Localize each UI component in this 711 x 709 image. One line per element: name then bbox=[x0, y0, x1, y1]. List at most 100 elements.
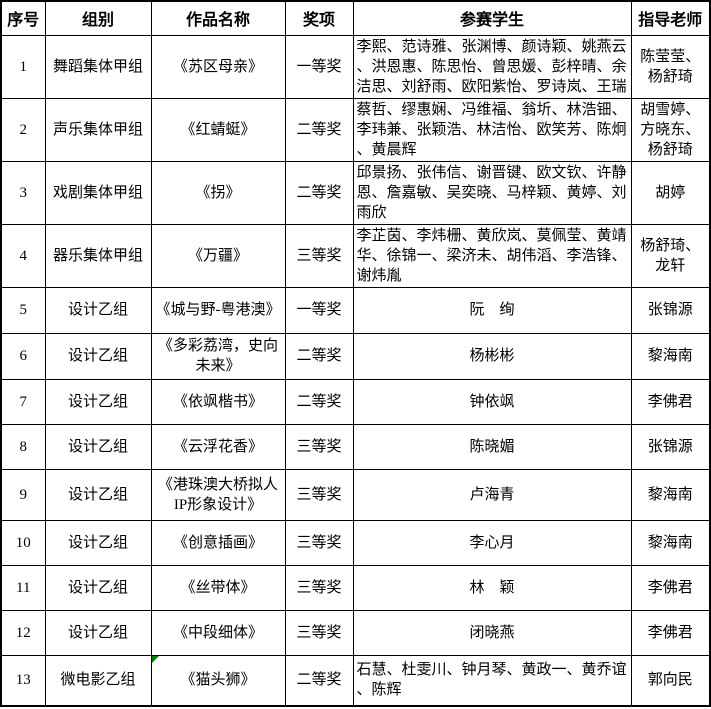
col-header-no: 序号 bbox=[0, 0, 46, 36]
cell-group: 设计乙组 bbox=[44, 286, 152, 334]
cell-index: 2 bbox=[0, 97, 46, 162]
cell-award: 一等奖 bbox=[284, 34, 354, 99]
cell-students: 石慧、杜雯川、钟月琴、黄政一、黄乔谊、陈辉 bbox=[352, 654, 632, 707]
cell-students: 钟依飒 bbox=[352, 378, 632, 425]
work-title-text: 《城与野-粤港澳》 bbox=[155, 302, 281, 318]
table-row: 1 舞蹈集体甲组 《苏区母亲》 一等奖 李熙、范诗雅、张渊博、颜诗颖、姚燕云、洪… bbox=[0, 34, 711, 99]
table-row: 5 设计乙组 《城与野-粤港澳》 一等奖 阮 绚 张锦源 bbox=[0, 286, 711, 334]
cell-index: 11 bbox=[0, 564, 46, 611]
cell-award: 一等奖 bbox=[284, 286, 354, 334]
cell-index: 9 bbox=[0, 468, 46, 521]
cell-award: 二等奖 bbox=[284, 160, 354, 225]
work-title-text: 《万疆》 bbox=[187, 247, 248, 264]
cell-group: 设计乙组 bbox=[44, 378, 152, 425]
table-row: 7 设计乙组 《依飒楷书》 二等奖 钟依飒 李佛君 bbox=[0, 378, 711, 425]
cell-teachers: 胡婷 bbox=[630, 160, 711, 225]
cell-work-title: 《云浮花香》 bbox=[150, 423, 286, 470]
cell-students: 邱景扬、张伟信、谢晋键、欧文钦、许静恩、詹嘉敏、吴奕晓、马梓颖、黄婷、刘雨欣 bbox=[352, 160, 632, 225]
table-row: 11 设计乙组 《丝带体》 三等奖 林 颖 李佛君 bbox=[0, 564, 711, 611]
cell-award: 三等奖 bbox=[284, 468, 354, 521]
cell-group: 设计乙组 bbox=[44, 519, 152, 566]
cell-students: 林 颖 bbox=[352, 564, 632, 611]
cell-teachers: 郭向民 bbox=[630, 654, 711, 707]
work-title-text: 《云浮花香》 bbox=[172, 438, 263, 455]
work-title-text: 《拐》 bbox=[195, 184, 241, 201]
cell-group: 微电影乙组 bbox=[44, 654, 152, 707]
cell-work-title: 《城与野-粤港澳》 bbox=[150, 286, 286, 334]
col-header-award: 奖项 bbox=[284, 0, 354, 36]
cell-index: 3 bbox=[0, 160, 46, 225]
cell-teachers: 李佛君 bbox=[630, 378, 711, 425]
cell-students: 李芷茵、李炜栅、黄欣岚、莫佩莹、黄靖华、徐锦一、梁济未、胡伟滔、李浩锋、谢炜胤 bbox=[352, 223, 632, 288]
col-header-group: 组别 bbox=[44, 0, 152, 36]
cell-students: 卢海青 bbox=[352, 468, 632, 521]
cell-group: 设计乙组 bbox=[44, 423, 152, 470]
cell-work-title: 《红蜻蜓》 bbox=[150, 97, 286, 162]
work-title-text: 《苏区母亲》 bbox=[172, 58, 263, 75]
work-title-text: 《多彩荔湾，史向 未来》 bbox=[157, 338, 278, 374]
col-header-work: 作品名称 bbox=[150, 0, 286, 36]
cell-group: 设计乙组 bbox=[44, 609, 152, 656]
cell-group: 设计乙组 bbox=[44, 564, 152, 611]
work-title-text: 《依飒楷书》 bbox=[172, 393, 263, 410]
table-row: 4 器乐集体甲组 《万疆》 三等奖 李芷茵、李炜栅、黄欣岚、莫佩莹、黄靖华、徐锦… bbox=[0, 223, 711, 288]
cell-teachers: 张锦源 bbox=[630, 423, 711, 470]
cell-award: 三等奖 bbox=[284, 564, 354, 611]
cell-teachers: 李佛君 bbox=[630, 609, 711, 656]
cell-work-title: 《中段细体》 bbox=[150, 609, 286, 656]
cell-award: 三等奖 bbox=[284, 423, 354, 470]
cell-index: 6 bbox=[0, 332, 46, 380]
cell-work-title: 《丝带体》 bbox=[150, 564, 286, 611]
cell-work-title: 《拐》 bbox=[150, 160, 286, 225]
cell-teachers: 杨舒琦、 龙轩 bbox=[630, 223, 711, 288]
cell-award: 二等奖 bbox=[284, 332, 354, 380]
cell-award: 二等奖 bbox=[284, 378, 354, 425]
error-corner-icon bbox=[152, 656, 159, 663]
cell-group: 设计乙组 bbox=[44, 332, 152, 380]
cell-teachers: 黎海南 bbox=[630, 519, 711, 566]
work-title-text: 《猫头狮》 bbox=[180, 672, 256, 689]
col-header-students: 参赛学生 bbox=[352, 0, 632, 36]
col-header-teachers: 指导老师 bbox=[630, 0, 711, 36]
cell-group: 设计乙组 bbox=[44, 468, 152, 521]
cell-teachers: 张锦源 bbox=[630, 286, 711, 334]
cell-work-title: 《万疆》 bbox=[150, 223, 286, 288]
table-body: 1 舞蹈集体甲组 《苏区母亲》 一等奖 李熙、范诗雅、张渊博、颜诗颖、姚燕云、洪… bbox=[0, 34, 711, 707]
cell-work-title: 《创意插画》 bbox=[150, 519, 286, 566]
cell-teachers: 胡雪婷、 方晓东、 杨舒琦 bbox=[630, 97, 711, 162]
cell-teachers: 黎海南 bbox=[630, 332, 711, 380]
work-title-text: 《红蜻蜓》 bbox=[180, 121, 256, 138]
cell-teachers: 李佛君 bbox=[630, 564, 711, 611]
cell-index: 8 bbox=[0, 423, 46, 470]
cell-award: 二等奖 bbox=[284, 97, 354, 162]
cell-award: 三等奖 bbox=[284, 519, 354, 566]
cell-group: 戏剧集体甲组 bbox=[44, 160, 152, 225]
cell-work-title: 《多彩荔湾，史向 未来》 bbox=[150, 332, 286, 380]
cell-index: 10 bbox=[0, 519, 46, 566]
table-row: 3 戏剧集体甲组 《拐》 二等奖 邱景扬、张伟信、谢晋键、欧文钦、许静恩、詹嘉敏… bbox=[0, 160, 711, 225]
cell-group: 舞蹈集体甲组 bbox=[44, 34, 152, 99]
cell-teachers: 黎海南 bbox=[630, 468, 711, 521]
table-row: 10 设计乙组 《创意插画》 三等奖 李心月 黎海南 bbox=[0, 519, 711, 566]
cell-work-title: 《港珠澳大桥拟人 IP形象设计》 bbox=[150, 468, 286, 521]
work-title-text: 《中段细体》 bbox=[172, 624, 263, 641]
cell-work-title: 《苏区母亲》 bbox=[150, 34, 286, 99]
cell-students: 李心月 bbox=[352, 519, 632, 566]
work-title-text: 《创意插画》 bbox=[172, 534, 263, 551]
cell-group: 声乐集体甲组 bbox=[44, 97, 152, 162]
cell-students: 蔡哲、缪惠娴、冯维福、翁圻、林浩钿、李玮兼、张颖浩、林洁怡、欧笑芳、陈炯、黄晨辉 bbox=[352, 97, 632, 162]
cell-work-title: 《猫头狮》 bbox=[150, 654, 286, 707]
cell-index: 13 bbox=[0, 654, 46, 707]
header-row: 序号 组别 作品名称 奖项 参赛学生 指导老师 bbox=[0, 0, 711, 36]
cell-students: 陈晓媚 bbox=[352, 423, 632, 470]
cell-index: 7 bbox=[0, 378, 46, 425]
table-row: 9 设计乙组 《港珠澳大桥拟人 IP形象设计》 三等奖 卢海青 黎海南 bbox=[0, 468, 711, 521]
cell-award: 三等奖 bbox=[284, 609, 354, 656]
table-row: 6 设计乙组 《多彩荔湾，史向 未来》 二等奖 杨彬彬 黎海南 bbox=[0, 332, 711, 380]
cell-award: 二等奖 bbox=[284, 654, 354, 707]
table-row: 8 设计乙组 《云浮花香》 三等奖 陈晓媚 张锦源 bbox=[0, 423, 711, 470]
table-row: 2 声乐集体甲组 《红蜻蜓》 二等奖 蔡哲、缪惠娴、冯维福、翁圻、林浩钿、李玮兼… bbox=[0, 97, 711, 162]
work-title-text: 《港珠澳大桥拟人 IP形象设计》 bbox=[157, 476, 278, 513]
cell-teachers: 陈莹莹、 杨舒琦 bbox=[630, 34, 711, 99]
